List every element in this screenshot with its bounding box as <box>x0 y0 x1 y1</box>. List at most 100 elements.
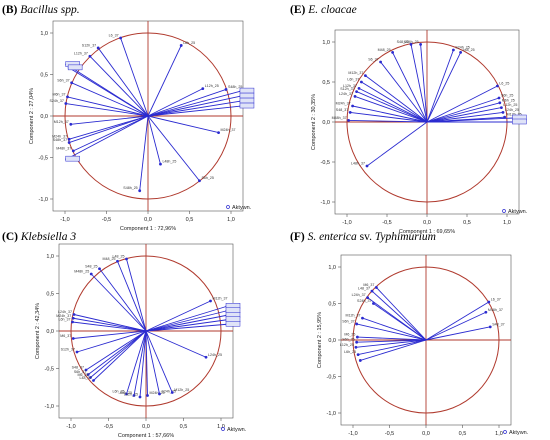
loading-point <box>501 111 505 114</box>
loading-label: S48_25 <box>85 264 97 268</box>
x-tick-label: -0,5 <box>382 220 391 226</box>
loading-vector <box>90 273 147 332</box>
loading-point <box>125 392 128 396</box>
loading-label: L6_25 <box>499 82 509 86</box>
panel-title-e: (E) E. cloacae <box>290 4 357 16</box>
loading-label: S48_37 <box>72 366 84 370</box>
loading-point <box>75 350 79 354</box>
loading-point <box>71 320 74 324</box>
x-tick-label: -1,0 <box>66 424 75 430</box>
loading-label: M24h_37 <box>56 314 71 318</box>
y-tick-label: -0,5 <box>45 367 54 373</box>
loading-vector <box>358 87 428 123</box>
loading-vector <box>89 55 149 117</box>
species-name: Klebsiella 3 <box>20 231 77 243</box>
loading-vector <box>99 268 147 332</box>
loading-label: M12h_37 <box>345 314 360 318</box>
loading-point <box>360 80 363 84</box>
loading-point <box>86 373 90 376</box>
x-axis-label: Component 1 : 69,65% <box>399 229 455 235</box>
loading-label-box <box>67 64 83 71</box>
loading-vector <box>425 326 491 341</box>
loading-vector <box>358 339 427 356</box>
x-tick-label: -1,0 <box>342 220 351 226</box>
loading-label: M6_37 <box>60 334 71 338</box>
loading-point <box>71 316 75 320</box>
y-tick-label: 1,0 <box>322 40 330 46</box>
loading-vector <box>361 81 428 123</box>
loading-label: L6h_37 <box>347 78 359 82</box>
loading-vector <box>145 330 207 358</box>
y-tick-label: 0,0 <box>46 329 54 335</box>
loading-vector <box>352 105 428 123</box>
loading-label: M48_25 <box>378 48 391 52</box>
loading-label: L12h_37 <box>343 84 357 88</box>
loading-vector <box>426 117 514 123</box>
loading-vector <box>356 323 427 341</box>
loading-vector <box>371 290 427 341</box>
loading-label: L48_37 <box>358 287 370 291</box>
loading-label: L48h_25 <box>162 160 176 164</box>
loading-label: M12h_37 <box>348 71 363 75</box>
loading-vector <box>72 321 147 332</box>
loading-vector <box>410 44 428 123</box>
loading-point <box>67 137 71 141</box>
loading-label: S48_37 <box>492 322 504 326</box>
loading-vector <box>69 115 149 143</box>
loading-point <box>355 335 359 339</box>
loading-point <box>69 122 73 126</box>
loading-point <box>146 394 149 397</box>
panel-letter: (C) <box>2 231 18 243</box>
loading-point <box>92 379 95 382</box>
loading-point <box>170 391 174 394</box>
loading-vector <box>425 301 490 341</box>
loading-label: M12h_25 <box>507 113 522 117</box>
loading-vector <box>147 45 182 117</box>
serovar-name: Typhimurium <box>374 231 436 243</box>
loading-vector <box>147 89 227 117</box>
loading-vector <box>85 330 147 371</box>
y-tick-label: -1,0 <box>327 411 336 417</box>
pca-panel-0: -1,0 -0,5 0,0 0,5 1,0 1,0 0,5 0,0 -0,5 -1,0 Compon… <box>29 20 255 232</box>
loading-label: S6h_37 <box>342 319 354 323</box>
loading-label: S24h_25 <box>455 46 469 50</box>
loading-label: M24h_25 <box>150 391 165 395</box>
loading-vector <box>362 317 427 341</box>
loading-vector <box>76 330 147 353</box>
loading-point <box>356 353 360 356</box>
loading-vector <box>67 96 149 117</box>
loading-point <box>98 267 101 271</box>
loading-label: M12h_37 <box>54 120 69 124</box>
loading-vector <box>93 330 147 381</box>
loading-point <box>452 48 455 52</box>
loading-label: M24h_37 <box>221 128 236 132</box>
loading-label: S6h_25 <box>201 176 213 180</box>
loading-vector <box>147 105 242 117</box>
loading-point <box>66 95 69 99</box>
loading-label: S6h_25 <box>501 94 513 98</box>
y-tick-label: 0,5 <box>46 292 54 298</box>
loading-point <box>354 345 358 349</box>
loading-point <box>159 162 162 166</box>
loading-label: L6h_25 <box>344 350 356 354</box>
pca-panel-2: -1,0 -0,5 0,0 0,5 1,0 1,0 0,5 0,0 -0,5 -1,0 Compon… <box>35 243 247 439</box>
loading-label: M6_37 <box>363 283 374 287</box>
loading-label: S48_37 <box>336 108 348 112</box>
loading-label: M48h_25 <box>74 270 89 274</box>
loading-label: L12h_25 <box>124 393 138 397</box>
loading-vector <box>360 339 427 361</box>
loading-point <box>88 54 92 58</box>
x-tick-label: 0,0 <box>142 424 150 430</box>
pca-panel-1: -1,0 -0,5 0,0 0,5 1,0 1,0 0,5 0,0 -0,5 -1,0 Compon… <box>311 29 528 235</box>
loading-point <box>132 394 136 397</box>
loading-point <box>353 95 357 98</box>
loading-vector <box>366 121 428 167</box>
loading-point <box>71 337 75 340</box>
loading-label: L12h_37 <box>74 52 88 56</box>
loading-vector <box>426 49 454 123</box>
loading-vector <box>145 330 148 396</box>
x-tick-label: 0,5 <box>459 431 467 437</box>
y-tick-label: 0,0 <box>322 120 330 126</box>
